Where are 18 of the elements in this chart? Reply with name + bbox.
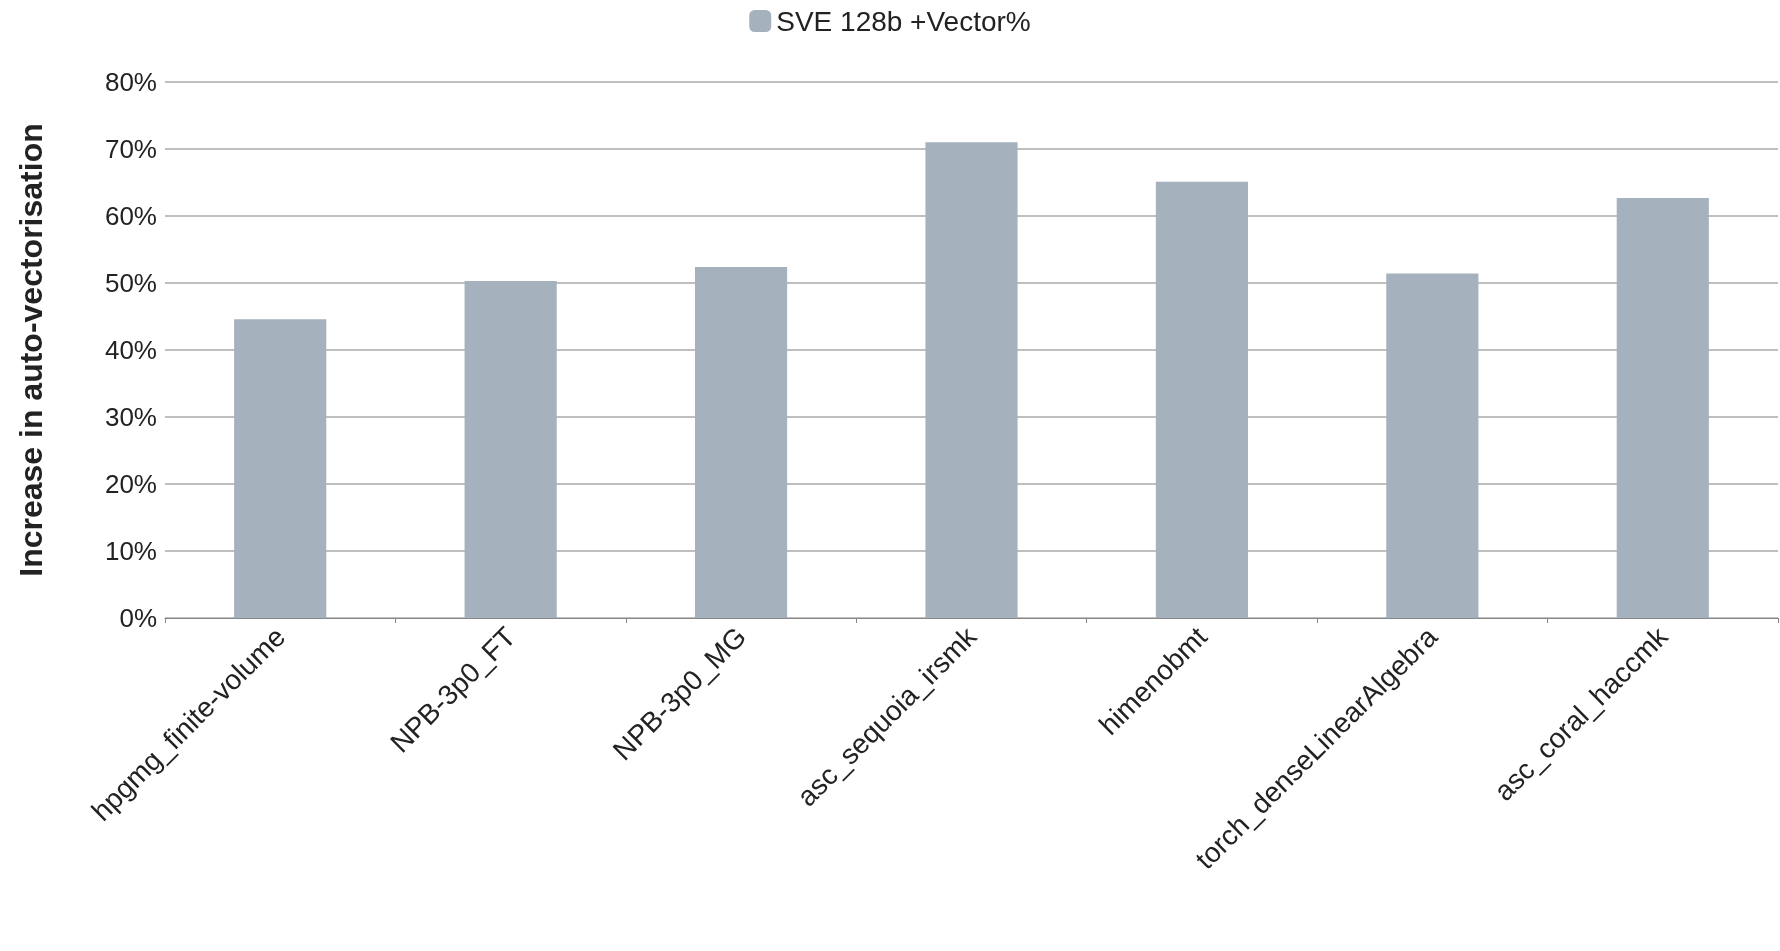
- legend-label: SVE 128b +Vector%: [776, 5, 1031, 37]
- y-tick-label: 20%: [104, 469, 157, 499]
- y-tick-label: 0%: [119, 603, 157, 633]
- bar: [1155, 181, 1249, 618]
- y-axis-title: Increase in auto-vectorisation: [13, 123, 49, 577]
- bar: [925, 142, 1018, 618]
- bar: [1616, 197, 1709, 618]
- y-tick-label: 10%: [104, 536, 157, 566]
- bar: [694, 266, 788, 618]
- bar: [234, 319, 327, 618]
- bar: [1386, 273, 1479, 618]
- bar: [464, 280, 557, 618]
- y-tick-label: 80%: [104, 67, 157, 97]
- y-tick-label: 70%: [104, 134, 157, 164]
- y-tick-label: 40%: [104, 335, 157, 365]
- y-tick-label: 50%: [104, 268, 157, 298]
- y-tick-label: 60%: [104, 201, 157, 231]
- y-tick-label: 30%: [104, 402, 157, 432]
